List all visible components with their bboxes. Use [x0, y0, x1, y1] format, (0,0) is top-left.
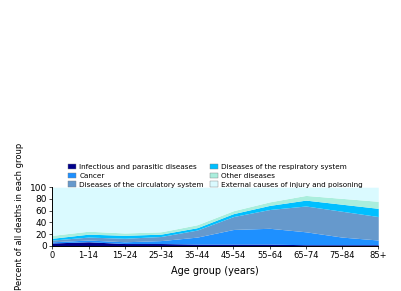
X-axis label: Age group (years): Age group (years): [171, 266, 259, 276]
Legend: Infectious and parasitic diseases, Cancer, Diseases of the circulatory system, D: Infectious and parasitic diseases, Cance…: [67, 164, 362, 188]
Y-axis label: Percent of all deaths in each group: Percent of all deaths in each group: [15, 143, 24, 290]
